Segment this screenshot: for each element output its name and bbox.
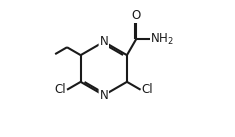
Text: O: O bbox=[132, 9, 141, 22]
Text: N: N bbox=[99, 35, 108, 48]
Text: N: N bbox=[99, 89, 108, 102]
Text: NH$_2$: NH$_2$ bbox=[150, 32, 174, 47]
Text: Cl: Cl bbox=[55, 83, 66, 96]
Text: Cl: Cl bbox=[141, 83, 153, 96]
